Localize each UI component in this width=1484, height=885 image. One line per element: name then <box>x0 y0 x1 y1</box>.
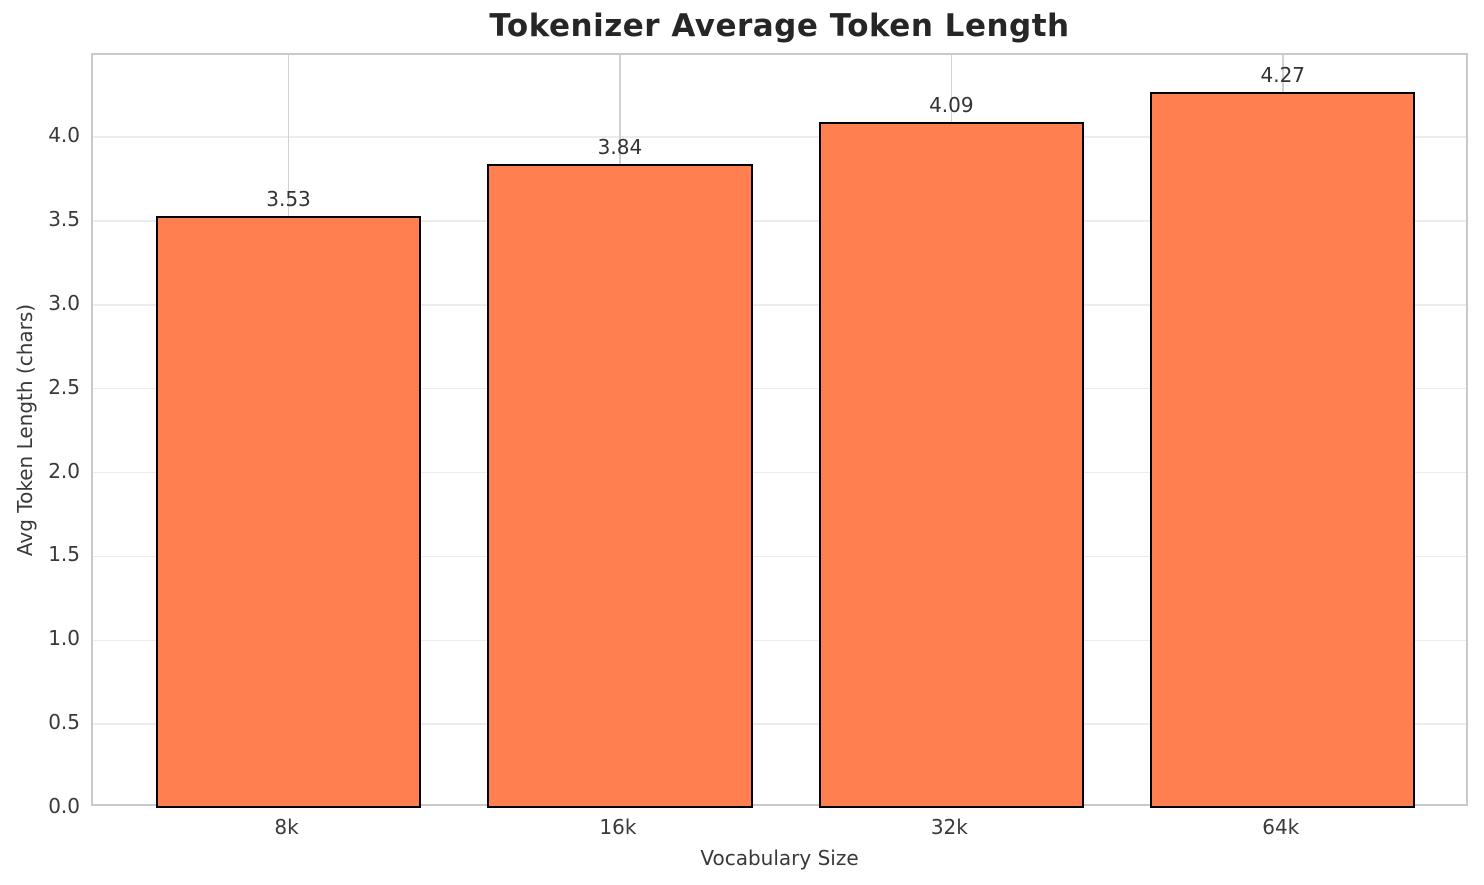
horizontal-gridline <box>93 304 1466 306</box>
bar-value-label: 3.84 <box>597 135 643 159</box>
x-tick-label: 8k <box>274 815 299 839</box>
horizontal-gridline <box>93 136 1466 138</box>
y-tick-label: 1.5 <box>48 542 80 567</box>
y-tick-label: 3.0 <box>48 290 80 315</box>
horizontal-gridline <box>93 387 1466 390</box>
y-tick-label: 1.0 <box>48 626 80 651</box>
y-tick-label: 0.0 <box>48 794 80 818</box>
bar-64k <box>1150 91 1416 808</box>
bar-32k <box>818 122 1084 808</box>
horizontal-gridline <box>93 220 1466 222</box>
horizontal-gridline <box>93 639 1466 642</box>
x-tick-label: 16k <box>599 815 637 839</box>
x-tick-label: 32k <box>930 815 968 839</box>
x-tick-label: 64k <box>1262 815 1300 839</box>
bar-8k <box>155 215 422 808</box>
bar-value-label: 3.53 <box>266 186 311 211</box>
y-axis-label-text: Avg Token Length (chars) <box>13 303 37 557</box>
y-tick-label: 3.5 <box>48 207 80 232</box>
y-tick-label: 2.5 <box>48 374 80 399</box>
bar-16k <box>487 164 753 808</box>
y-tick-label: 0.5 <box>48 710 80 735</box>
x-axis-label: Vocabulary Size <box>700 846 859 870</box>
bar-value-label: 4.09 <box>929 93 974 118</box>
horizontal-gridline <box>93 471 1466 474</box>
chart-title: Tokenizer Average Token Length <box>489 8 1070 44</box>
y-tick-label: 2.0 <box>48 458 80 483</box>
plot-area: 3.53 3.84 4.09 4.27 <box>91 53 1468 808</box>
horizontal-gridline <box>93 555 1466 558</box>
y-tick-label: 4.0 <box>48 123 80 148</box>
horizontal-gridline <box>93 723 1466 725</box>
bar-value-label: 4.27 <box>1260 62 1306 87</box>
